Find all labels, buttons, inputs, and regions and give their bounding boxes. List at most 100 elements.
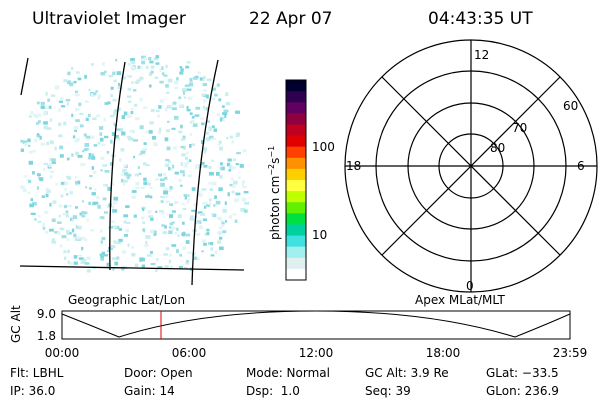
speckle [216,172,220,176]
speckle [241,183,244,186]
speckle [85,186,88,189]
speckle [178,265,183,270]
speckle [121,115,125,120]
speckle [159,178,165,182]
speckle [112,205,115,210]
orbit-curve [61,310,571,338]
speckle [92,117,97,120]
speckle [208,182,212,185]
speckle [115,135,119,139]
speckle [224,201,227,205]
speckle [194,256,200,261]
speckle [154,76,159,80]
speckle [171,107,177,111]
speckle [225,220,228,223]
speckle [206,204,209,207]
speckle [27,138,31,143]
mlat-label: 70 [512,121,527,135]
speckle [60,181,64,185]
speckle [58,108,61,112]
speckle [219,146,223,151]
speckle [234,219,238,223]
speckle [160,200,164,204]
speckle [120,148,125,152]
speckle [78,102,82,107]
speckle [63,79,68,83]
speckle [155,210,158,213]
speckle [106,262,110,267]
speckle [131,196,136,199]
speckle [102,164,108,167]
speckle [225,102,231,106]
speckle [140,58,143,62]
speckle [221,225,225,228]
speckle [155,268,158,272]
speckle [185,233,191,237]
speckle [81,236,85,240]
speckle [177,214,182,218]
orbit-xtick: 12:00 [299,346,334,360]
speckle [54,231,59,234]
polar-grid [344,39,598,293]
speckle [88,153,92,157]
speckle [134,263,139,267]
speckle [184,266,188,270]
speckle [91,63,94,66]
speckle [39,177,44,182]
speckle [62,213,68,216]
speckle [210,247,214,251]
speckle [100,240,104,244]
speckle [58,100,63,103]
speckle [141,216,145,220]
speckle [201,250,204,253]
speckle [150,65,155,69]
speckle [165,247,170,251]
speckle [201,188,207,191]
speckle [75,71,80,74]
speckle [209,202,212,206]
speckle [48,157,51,161]
speckle [125,205,130,209]
speckle [88,187,92,190]
speckle [114,261,119,266]
speckle [80,260,85,264]
speckle [110,114,115,118]
status-field: GLon: 236.9 [486,384,559,398]
speckle [94,188,97,191]
speckle [28,144,31,147]
speckle [20,148,25,152]
speckle [208,242,212,245]
speckle [169,253,172,257]
speckle [113,240,117,244]
speckle [147,210,152,214]
speckle [37,120,41,123]
speckle [116,241,121,245]
speckle [85,135,91,139]
colorbar-cell [286,91,306,103]
speckle [173,146,177,150]
speckle [113,122,116,126]
speckle [72,215,78,219]
speckle [116,71,122,76]
speckle [219,246,224,251]
speckle [69,262,73,265]
speckle [120,178,124,183]
speckle [189,82,194,87]
speckle [178,178,182,183]
speckle [138,172,142,176]
speckle [66,193,69,196]
speckle [203,89,207,92]
speckle [88,113,91,117]
label-part: photon cm [268,176,282,240]
speckle [169,167,173,171]
speckle [216,83,220,88]
speckle [141,55,146,60]
speckle [166,146,171,151]
speckle [190,215,194,218]
speckle [240,208,246,212]
speckle [67,80,71,85]
speckle [202,78,205,81]
speckle [200,161,205,165]
speckle [64,187,67,192]
speckle [164,225,167,229]
